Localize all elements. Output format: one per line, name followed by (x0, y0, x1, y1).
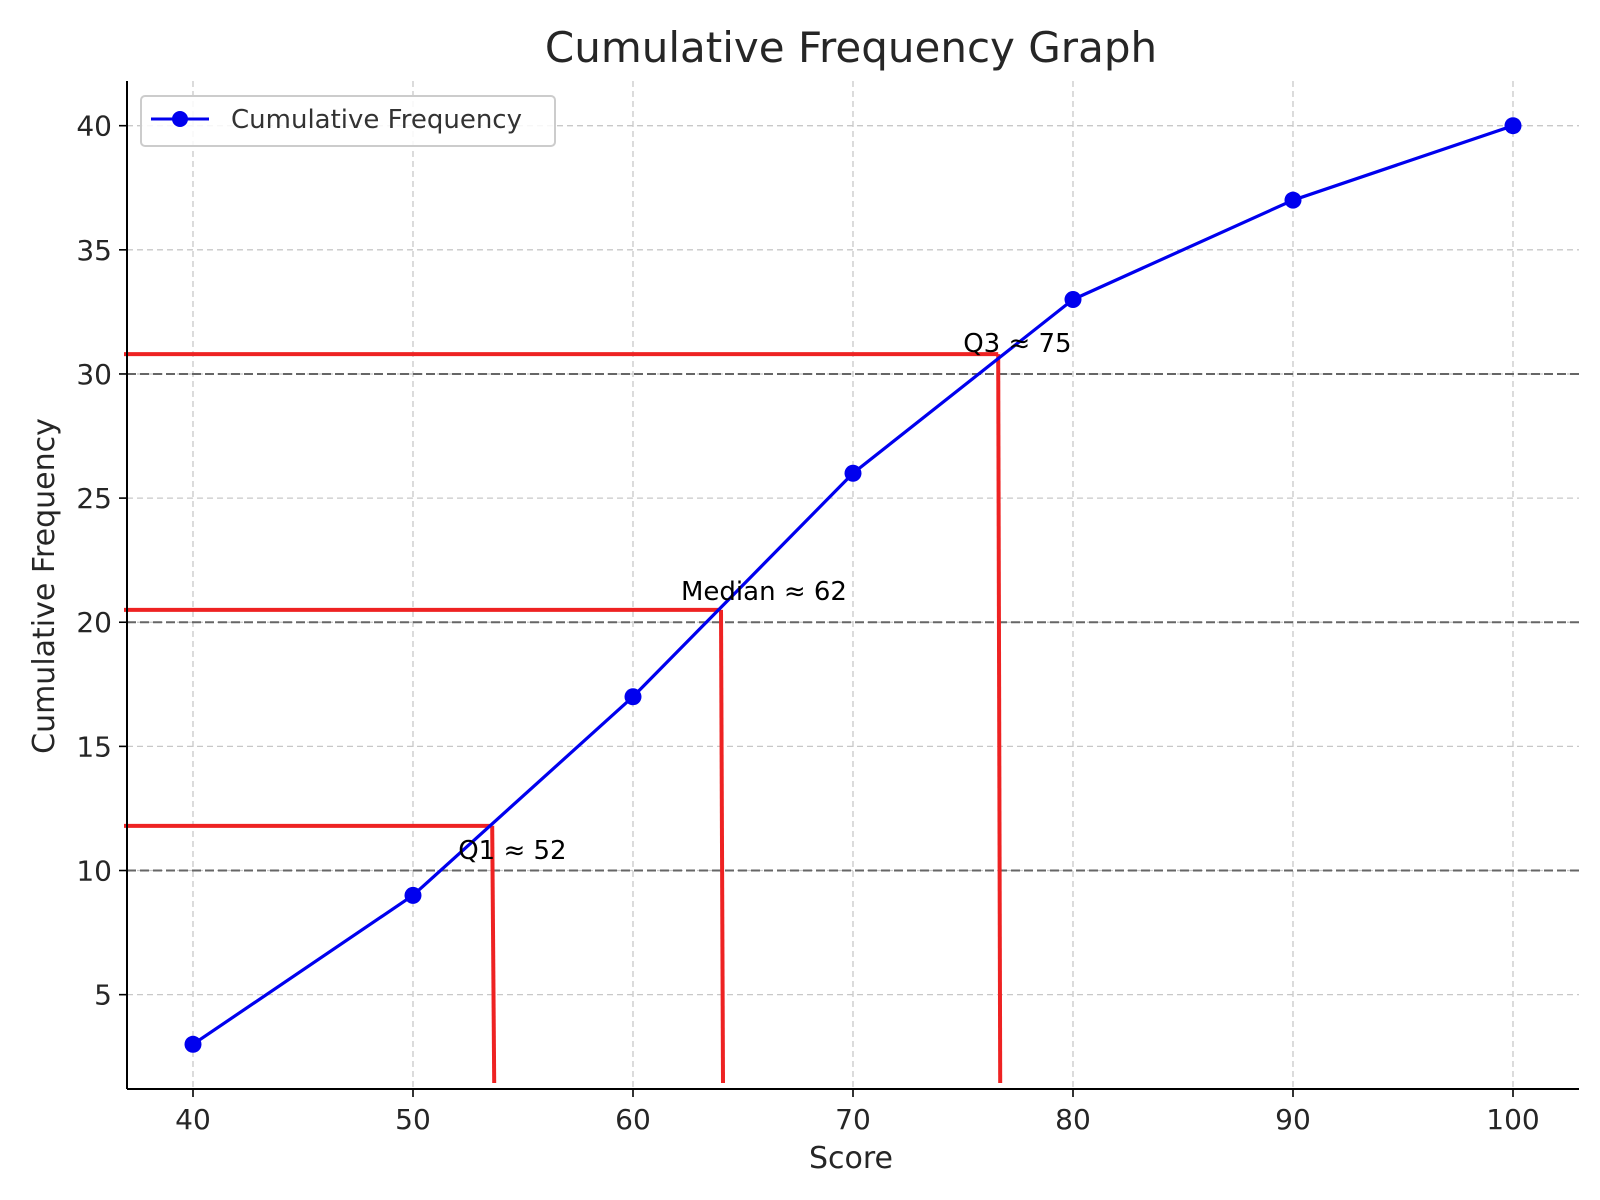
grid-layer (127, 81, 1579, 1089)
quartile-annotation: Q3 ≈ 75 (963, 329, 1071, 359)
data-point (404, 886, 422, 904)
quartile-annotation: Q1 ≈ 52 (458, 836, 566, 866)
legend-marker (172, 111, 188, 127)
x-tick-label: 50 (395, 1103, 431, 1136)
y-tick-label: 10 (76, 855, 112, 888)
y-tick-label: 25 (76, 482, 112, 515)
y-tick-label: 35 (76, 234, 112, 267)
axis-layer: 40 50 60 70 80 90 100 5 10 15 20 25 30 35 40 (76, 81, 1579, 1136)
quartile-vertical-line (719, 609, 725, 1084)
data-point (624, 688, 642, 706)
data-point (844, 464, 862, 482)
x-tick-label: 90 (1275, 1103, 1311, 1136)
x-tick-label: 70 (835, 1103, 871, 1136)
x-tick-label: 100 (1486, 1103, 1539, 1136)
quartile-vertical-line (996, 354, 1003, 1084)
y-tick-label: 5 (94, 979, 112, 1012)
x-axis-label: Score (809, 1141, 893, 1176)
legend-label: Cumulative Frequency (231, 105, 522, 135)
annotation-layer: Q1 ≈ 52 Median ≈ 62 Q3 ≈ 75 (458, 329, 1071, 866)
reference-lines-layer (127, 372, 1579, 872)
data-point (1064, 290, 1082, 308)
y-tick-label: 30 (76, 358, 112, 391)
series-layer (184, 117, 1522, 1053)
y-tick-label: 15 (76, 730, 112, 763)
y-axis-label: Cumulative Frequency (27, 418, 62, 754)
quartile-vertical-line (490, 825, 497, 1084)
x-tick-label: 80 (1055, 1103, 1091, 1136)
data-point (184, 1035, 202, 1053)
data-point (1284, 191, 1302, 209)
y-tick-label: 20 (76, 606, 112, 639)
data-point (1504, 117, 1522, 135)
chart-title: Cumulative Frequency Graph (545, 23, 1157, 72)
y-tick-label: 40 (76, 110, 112, 143)
x-tick-label: 40 (175, 1103, 211, 1136)
x-tick-label: 60 (615, 1103, 651, 1136)
legend: Cumulative Frequency (140, 95, 556, 147)
quartile-markers-layer (124, 352, 1003, 1084)
legend-box (140, 95, 556, 147)
quartile-annotation: Median ≈ 62 (681, 577, 847, 607)
